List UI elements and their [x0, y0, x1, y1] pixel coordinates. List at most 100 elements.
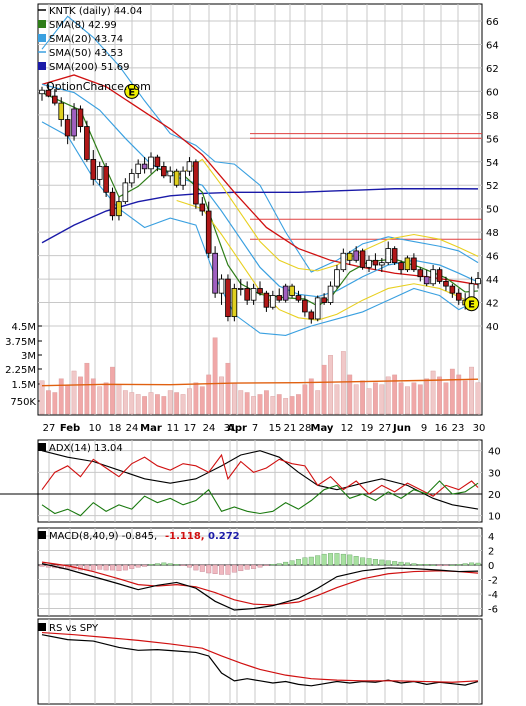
candle-body [334, 269, 340, 287]
macd-histogram-bar [392, 561, 398, 566]
volume-bar [462, 380, 468, 415]
volume-bar [155, 394, 160, 415]
volume-bar [257, 394, 263, 415]
legend-entry: SMA(20) 43.74 [49, 34, 123, 45]
x-tick-label: Mar [140, 423, 162, 434]
volume-bar [270, 396, 276, 415]
price-y-tick-label: 60 [486, 87, 499, 98]
volume-bar [84, 362, 90, 415]
macd-histogram-bar [129, 564, 135, 569]
earnings-marker-label: E [128, 87, 135, 98]
candle-body [449, 285, 456, 294]
volume-bar [373, 382, 378, 415]
volume-bar [180, 394, 186, 415]
legend-swatch [38, 20, 46, 28]
candle-body [244, 288, 250, 301]
macd-histogram-bar [154, 563, 160, 566]
volume-bar [385, 376, 391, 415]
x-tick-label: 31 [224, 423, 237, 434]
volume-bar [456, 374, 462, 415]
price-y-tick-label: 66 [486, 17, 499, 28]
x-tick-label: Apr [227, 423, 247, 434]
candle-body [154, 156, 161, 167]
price-y-tick-label: 62 [486, 64, 499, 75]
macd-histogram-bar [161, 562, 167, 566]
macd-histogram-bar [206, 564, 212, 574]
macd-y-tick-label: -2 [488, 576, 498, 587]
rs-series-line [41, 631, 479, 683]
candle-body [289, 285, 295, 296]
macd-histogram-bar [186, 564, 192, 568]
x-tick-label: 23 [452, 423, 465, 434]
candle-body [71, 108, 77, 137]
x-tick-label: May [311, 423, 334, 434]
legend-entry: SMA(8) 42.99 [49, 20, 117, 31]
macd-histogram-bar [456, 564, 462, 566]
price-y-tick-label: 44 [486, 275, 499, 286]
x-tick-label: 24 [126, 423, 139, 434]
volume-bar [46, 390, 51, 415]
macd-histogram-bar [135, 564, 141, 568]
candle-body [135, 163, 141, 174]
volume-bar [328, 355, 333, 415]
x-tick-label: 10 [89, 423, 102, 434]
macd-histogram-bar [385, 560, 391, 566]
candle-body [237, 288, 244, 290]
macd-signal-line [41, 561, 479, 606]
candle-body [302, 299, 308, 313]
price-y-tick-label: 56 [486, 134, 499, 145]
volume-bar [122, 390, 128, 415]
macd-histogram-bar [283, 561, 289, 566]
volume-bar [161, 396, 167, 415]
volume-bar [417, 384, 423, 415]
candle-body [109, 191, 116, 217]
macd-histogram-bar [244, 564, 250, 570]
volume-bar [347, 374, 353, 415]
volume-bar [58, 378, 64, 415]
candle-body [58, 102, 65, 120]
macd-histogram-bar [122, 564, 128, 571]
macd-line [41, 562, 479, 611]
x-tick-label: Jun [392, 423, 411, 434]
macd-histogram-bar [404, 562, 410, 566]
rs-series-line [41, 634, 479, 687]
x-tick-label: 12 [341, 423, 354, 434]
candle-body [455, 292, 462, 301]
candle-body [205, 210, 212, 254]
macd-histogram-bar [347, 554, 353, 566]
macd-histogram-bar [372, 559, 378, 566]
macd-histogram-bar [462, 563, 468, 566]
volume-bar [110, 366, 115, 415]
rs-panel: RS vs SPY [37, 618, 483, 705]
macd-histogram-bar [199, 564, 205, 572]
volume-bar [443, 382, 449, 415]
candle-body [346, 252, 353, 261]
volume-y-tick-label: 750K [10, 397, 36, 408]
candle-body [379, 262, 385, 266]
candle-body [423, 276, 430, 285]
volume-bar [225, 362, 231, 415]
macd-legend-swatch [38, 531, 46, 539]
x-tick-label: 17 [184, 423, 197, 434]
volume-average-line [41, 378, 479, 387]
x-tick-label: 24 [203, 423, 216, 434]
candle-body [417, 269, 424, 278]
price-y-tick-label: 40 [486, 322, 499, 333]
volume-bar [353, 384, 359, 415]
volume-bar [475, 382, 481, 415]
volume-y-tick-label: 2.25M [5, 365, 36, 376]
candle-body [475, 278, 481, 285]
x-tick-label: 28 [299, 423, 312, 434]
adx-title: ADX(14) 13.04 [49, 443, 123, 454]
price-y-tick-label: 64 [486, 40, 499, 51]
candle-body [186, 161, 193, 172]
volume-bar [193, 382, 199, 415]
volume-bar [308, 378, 314, 415]
legend-swatch [38, 62, 46, 70]
macd-y-tick-label: -4 [488, 590, 498, 601]
candle-body [359, 250, 366, 268]
macd-histogram-bar [443, 564, 449, 566]
rs-title: RS vs SPY [49, 623, 99, 634]
volume-bar [340, 351, 346, 415]
volume-bar [212, 337, 218, 415]
